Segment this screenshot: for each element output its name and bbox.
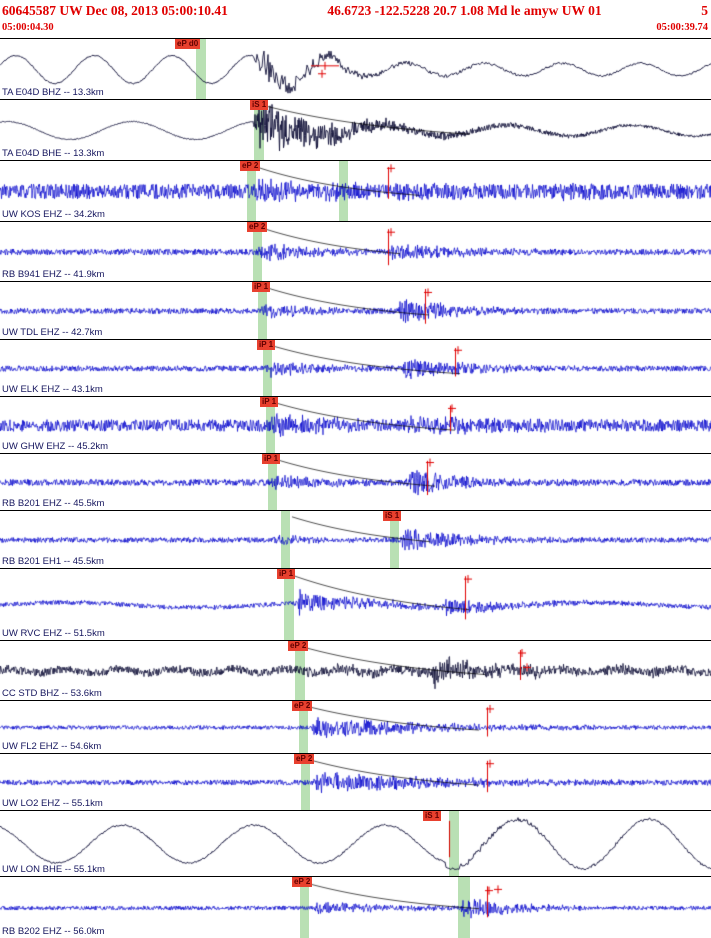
trace-row: eP 2 UW LO2 EHZ -- 55.1km [0,753,711,810]
trace-row: iS 1 RB B201 EH1 -- 45.5km [0,510,711,568]
waveform-canvas[interactable] [0,811,711,876]
waveform-canvas[interactable] [0,877,711,938]
trace-label: CC STD BHZ -- 53.6km [2,688,102,699]
waveform-canvas[interactable] [0,454,711,510]
event-header: 60645587 UW Dec 08, 2013 05:00:10.41 46.… [0,0,711,38]
trace-row: eP d0 TA E04D BHZ -- 13.3km [0,38,711,99]
trace-label: UW RVC EHZ -- 51.5km [2,628,105,639]
trace-row: eP 2 UW KOS EHZ -- 34.2km [0,160,711,221]
waveform-canvas[interactable] [0,39,711,99]
trace-label: RB B201 EHZ -- 45.5km [2,498,105,509]
trace-label: UW LO2 EHZ -- 55.1km [2,798,103,809]
trace-list: eP d0 TA E04D BHZ -- 13.3km iS 1 TA E04D BH… [0,38,711,938]
event-hypocenter: 46.6723 -122.5228 20.7 1.08 Md le amyw U… [327,3,602,18]
waveform-canvas[interactable] [0,340,711,396]
window-start-time: 05:00:04.30 [2,22,54,33]
phase-pick-label[interactable]: iP 1 [277,569,296,579]
waveform-canvas[interactable] [0,282,711,339]
trace-label: UW KOS EHZ -- 34.2km [2,209,105,220]
phase-pick-label[interactable]: iP 1 [260,397,279,407]
event-title-line: 60645587 UW Dec 08, 2013 05:00:10.41 46.… [2,2,708,19]
phase-pick-label[interactable]: eP 2 [247,222,268,232]
trace-label: UW TDL EHZ -- 42.7km [2,327,103,338]
phase-pick-label[interactable]: eP d0 [175,39,201,49]
trace-row: eP 2 CC STD BHZ -- 53.6km [0,640,711,700]
waveform-canvas[interactable] [0,222,711,281]
time-window-line: 05:00:04.30 05:00:39.74 [2,21,708,34]
trace-row: iP 1 UW GHW EHZ -- 45.2km [0,396,711,453]
trace-label: RB B941 EHZ -- 41.9km [2,269,105,280]
waveform-canvas[interactable] [0,569,711,640]
phase-pick-label[interactable]: iS 1 [383,511,402,521]
waveform-canvas[interactable] [0,754,711,810]
phase-pick-label[interactable]: eP 2 [294,754,315,764]
phase-pick-label[interactable]: eP 2 [292,701,313,711]
trace-label: UW GHW EHZ -- 45.2km [2,441,109,452]
event-id-time: 60645587 UW Dec 08, 2013 05:00:10.41 [2,3,228,18]
waveform-canvas[interactable] [0,100,711,160]
phase-pick-label[interactable]: eP 2 [292,877,313,887]
phase-pick-label[interactable]: iS 1 [423,811,442,821]
trace-row: iP 1 RB B201 EHZ -- 45.5km [0,453,711,510]
trace-label: UW FL2 EHZ -- 54.6km [2,741,102,752]
trace-label: TA E04D BHZ -- 13.3km [2,87,104,98]
phase-pick-label[interactable]: iP 1 [252,282,271,292]
waveform-canvas[interactable] [0,701,711,753]
trace-row: iP 1 UW RVC EHZ -- 51.5km [0,568,711,640]
trace-row: iS 1 UW LON BHE -- 55.1km [0,810,711,876]
trace-label: RB B201 EH1 -- 45.5km [2,556,104,567]
phase-pick-label[interactable]: eP 2 [288,641,309,651]
event-count: 5 [701,3,708,18]
trace-row: eP 2 RB B202 EHZ -- 56.0km [0,876,711,938]
phase-pick-label[interactable]: iP 1 [262,454,281,464]
trace-row: iS 1 TA E04D BHE -- 13.3km [0,99,711,160]
trace-label: UW ELK EHZ -- 43.1km [2,384,103,395]
trace-label: UW LON BHE -- 55.1km [2,864,105,875]
phase-pick-label[interactable]: iS 1 [250,100,269,110]
trace-label: RB B202 EHZ -- 56.0km [2,926,105,937]
waveform-canvas[interactable] [0,641,711,700]
trace-row: iP 1 UW TDL EHZ -- 42.7km [0,281,711,339]
waveform-canvas[interactable] [0,511,711,568]
window-end-time: 05:00:39.74 [656,22,708,33]
trace-label: TA E04D BHE -- 13.3km [2,148,105,159]
trace-row: eP 2 UW FL2 EHZ -- 54.6km [0,700,711,753]
waveform-canvas[interactable] [0,161,711,221]
trace-row: iP 1 UW ELK EHZ -- 43.1km [0,339,711,396]
waveform-canvas[interactable] [0,397,711,453]
trace-row: eP 2 RB B941 EHZ -- 41.9km [0,221,711,281]
phase-pick-label[interactable]: iP 1 [257,340,276,350]
phase-pick-label[interactable]: eP 2 [240,161,261,171]
